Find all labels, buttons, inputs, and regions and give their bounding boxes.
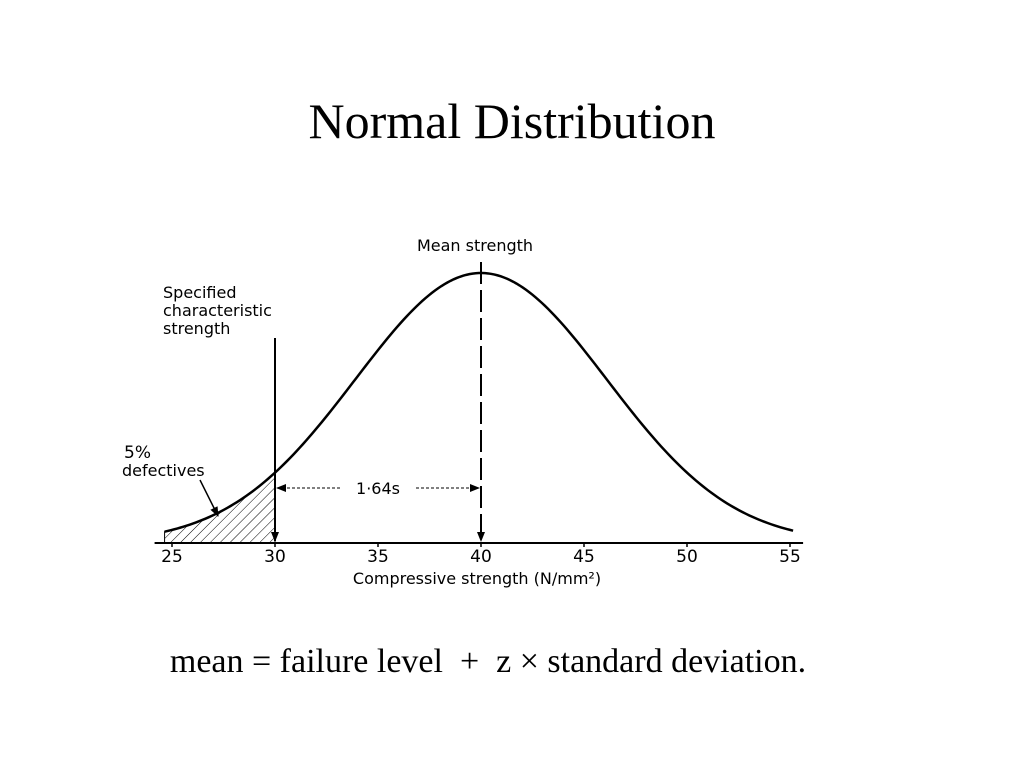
x-tick-label: 30 (264, 547, 286, 567)
x-axis-label: Compressive strength (N/mm²) (353, 569, 601, 588)
tail-label: 5% (124, 443, 151, 463)
tail-pointer (199, 479, 219, 517)
mean-label: Mean strength (417, 236, 533, 255)
slide-title: Normal Distribution (309, 93, 716, 149)
caption: mean = failure level + z × standard devi… (170, 643, 806, 680)
x-tick-label: 45 (573, 547, 595, 567)
characteristic-label: characteristic (163, 301, 272, 320)
x-tick-label: 40 (470, 547, 492, 567)
normal-curve (164, 271, 794, 533)
x-tick-label: 50 (676, 547, 698, 567)
x-tick-label: 35 (367, 547, 389, 567)
characteristic-label: Specified (163, 283, 236, 302)
x-tick-label: 55 (779, 547, 801, 567)
z-label: 1·64s (356, 479, 400, 498)
x-tick-label: 25 (161, 547, 183, 567)
characteristic-label: strength (163, 319, 230, 338)
tail-label: defectives (122, 461, 205, 480)
